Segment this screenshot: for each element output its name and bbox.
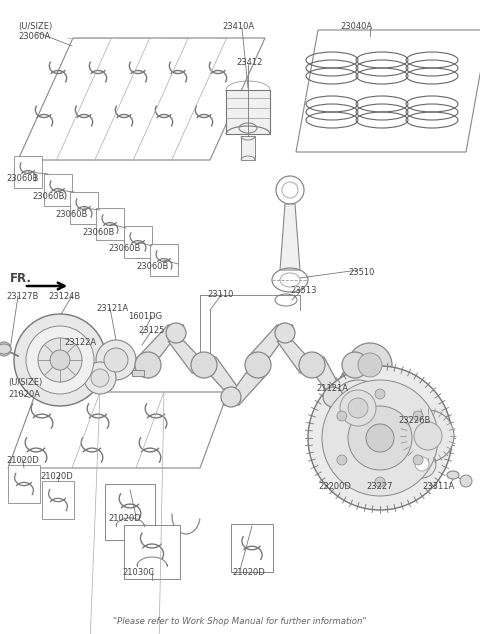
Circle shape [135,352,161,378]
Circle shape [221,387,241,407]
Polygon shape [168,341,214,373]
Circle shape [414,422,442,450]
Polygon shape [223,373,268,405]
Bar [105,484,155,540]
Circle shape [96,340,136,380]
Circle shape [330,380,386,436]
Circle shape [299,352,325,378]
Ellipse shape [447,471,459,479]
Text: 21020D: 21020D [6,456,39,465]
Text: 21020D: 21020D [40,472,73,481]
Bar [120,357,150,373]
Text: 23060B: 23060B [82,228,114,237]
Bar [42,481,74,519]
Circle shape [337,411,347,421]
Circle shape [413,411,423,421]
Text: 23121A: 23121A [96,304,128,313]
Bar [231,524,273,572]
Text: 1601DG: 1601DG [128,312,162,321]
Text: 23513: 23513 [290,286,316,295]
Circle shape [166,323,186,343]
Circle shape [358,353,382,377]
Polygon shape [138,325,184,357]
Bar [124,525,180,579]
Circle shape [84,362,116,394]
Text: 21020D: 21020D [232,568,265,577]
Circle shape [245,352,271,378]
Circle shape [26,326,94,394]
Circle shape [50,350,70,370]
Polygon shape [325,373,365,405]
Bar [150,244,178,276]
Circle shape [375,389,385,399]
Text: 23410A: 23410A [222,22,254,31]
Text: 23311A: 23311A [422,482,454,491]
Text: 23110: 23110 [207,290,233,299]
Bar [226,90,270,134]
Bar [44,174,72,206]
Text: 23125: 23125 [138,326,164,335]
Text: FR.: FR. [10,272,32,285]
Circle shape [408,450,436,478]
Bar [96,208,124,240]
Circle shape [322,380,438,496]
Text: 21020D: 21020D [108,514,141,523]
Text: 23040A: 23040A [340,22,372,31]
Circle shape [402,410,454,462]
Text: 23200D: 23200D [318,482,351,491]
Text: 23122A: 23122A [64,338,96,347]
Text: 23510: 23510 [348,268,374,277]
Circle shape [104,348,128,372]
Circle shape [342,352,368,378]
Circle shape [275,323,295,343]
Text: "Please refer to Work Shop Manual for further information": "Please refer to Work Shop Manual for fu… [113,617,367,626]
Text: 23060B: 23060B [55,210,87,219]
Circle shape [14,314,106,406]
Text: 21020A: 21020A [8,390,40,399]
Circle shape [375,477,385,487]
Circle shape [348,406,412,470]
Polygon shape [277,341,322,373]
Polygon shape [194,357,239,389]
Text: 23412: 23412 [236,58,263,67]
Circle shape [415,457,429,471]
Circle shape [348,398,368,418]
Text: 23060B: 23060B [6,174,38,183]
Text: 23060B: 23060B [108,244,140,253]
Text: 23124B: 23124B [48,292,80,301]
Text: 21121A: 21121A [316,384,348,393]
Text: 23060A: 23060A [18,32,50,41]
Bar [8,465,40,503]
Bar [124,226,152,258]
Circle shape [460,475,472,487]
Text: 23227: 23227 [366,482,393,491]
Circle shape [348,343,392,387]
Circle shape [308,366,452,510]
Circle shape [191,352,217,378]
Circle shape [0,342,11,356]
Circle shape [340,390,376,426]
Text: (U/SIZE): (U/SIZE) [18,22,52,31]
Polygon shape [302,357,341,389]
Circle shape [323,387,343,407]
Bar [70,192,98,224]
Text: 23226B: 23226B [398,416,431,425]
Bar [241,136,255,160]
Polygon shape [248,325,293,357]
Text: 23127B: 23127B [6,292,38,301]
Text: 23060B: 23060B [32,192,64,201]
Circle shape [366,424,394,452]
Polygon shape [280,204,300,270]
Circle shape [91,369,109,387]
Text: (U/SIZE): (U/SIZE) [8,378,42,387]
Circle shape [337,455,347,465]
Text: 23060B: 23060B [136,262,168,271]
Bar [14,156,42,188]
Bar [132,370,144,376]
Circle shape [38,338,82,382]
Circle shape [413,455,423,465]
Text: 21030C: 21030C [122,568,154,577]
Ellipse shape [0,344,11,354]
